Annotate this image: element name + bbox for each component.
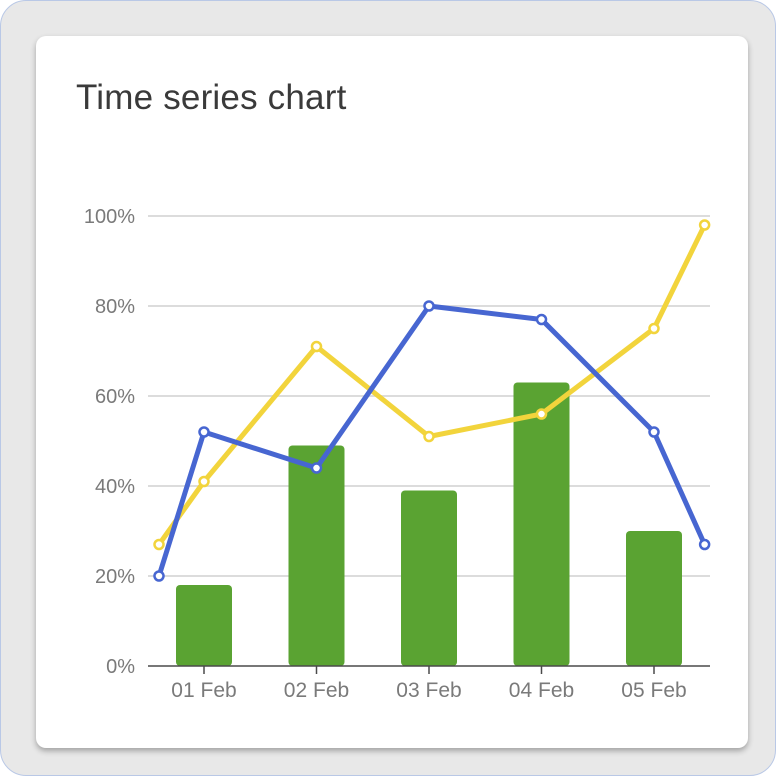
- y-tick-label: 0%: [106, 656, 135, 678]
- x-tick-label: 03 Feb: [396, 679, 461, 702]
- y-tick-label: 60%: [95, 386, 135, 408]
- series-point: [310, 462, 323, 474]
- x-tick-label: 04 Feb: [509, 679, 574, 702]
- y-tick-label: 100%: [84, 206, 135, 228]
- x-tick-label: 05 Feb: [621, 679, 686, 702]
- series-point: [698, 219, 711, 231]
- y-tick-label: 40%: [95, 476, 135, 498]
- series-point: [535, 408, 548, 420]
- series-point: [698, 538, 711, 551]
- series-point: [153, 538, 165, 551]
- series-point: [423, 300, 435, 312]
- series-point: [423, 430, 435, 443]
- x-tick-label: 01 Feb: [171, 679, 236, 702]
- bar: [513, 382, 570, 666]
- series-point: [198, 475, 210, 488]
- x-tick-label: 02 Feb: [284, 679, 349, 702]
- series-point: [153, 570, 165, 582]
- series-point: [535, 313, 548, 326]
- y-tick-label: 20%: [95, 566, 135, 588]
- series-point: [648, 322, 660, 335]
- bar: [288, 445, 345, 666]
- bar: [401, 490, 457, 666]
- y-tick-label: 80%: [95, 296, 135, 318]
- bar: [626, 531, 682, 666]
- series-point: [310, 340, 323, 353]
- chart-title: Time series chart: [76, 78, 347, 117]
- series-point: [648, 426, 660, 438]
- series-point: [198, 426, 210, 438]
- bar: [176, 585, 232, 666]
